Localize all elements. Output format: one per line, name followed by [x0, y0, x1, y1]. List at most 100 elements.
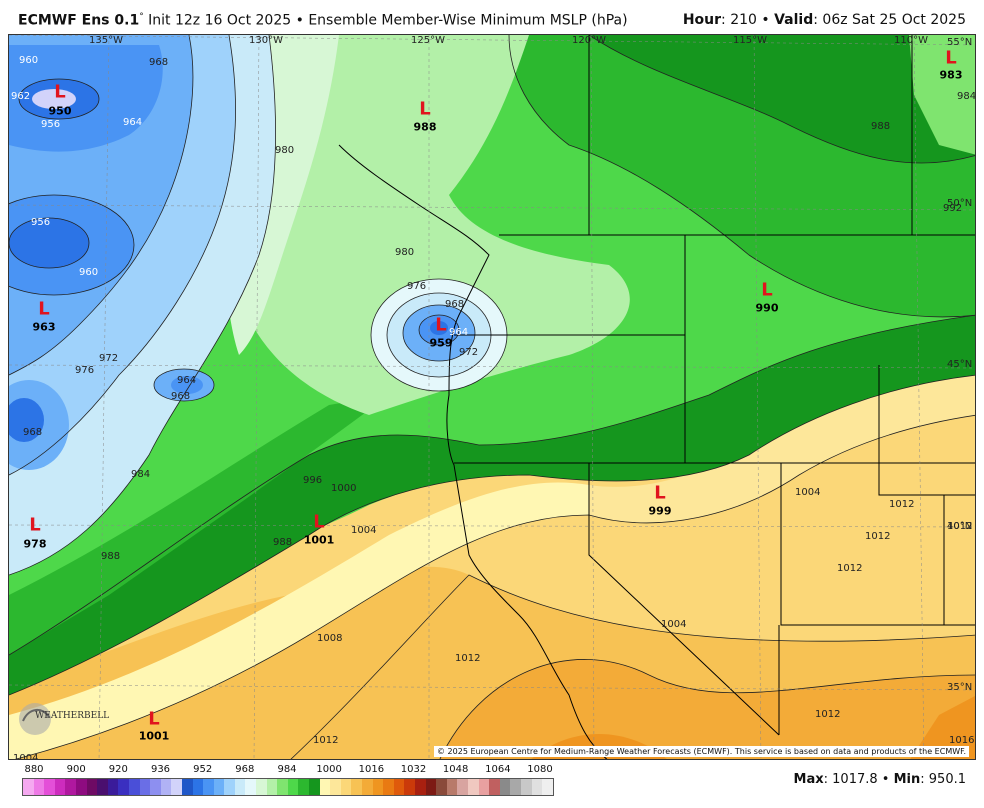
colorbar-swatch [287, 779, 299, 795]
colorbar-swatch [383, 779, 394, 795]
lat-label: 40°N [947, 521, 973, 532]
colorbar-swatch [478, 779, 490, 795]
lon-label: 130°W [249, 35, 283, 46]
lon-label: 120°W [572, 35, 606, 46]
colorbar-swatch [362, 779, 373, 795]
colorbar-swatch [277, 779, 288, 795]
isobar-label: 1016 [949, 735, 975, 746]
colorbar-swatch [330, 779, 341, 795]
isobar-label: 968 [445, 299, 465, 310]
low-marker: L [435, 314, 447, 336]
isobar-label: 1012 [865, 531, 891, 542]
isobar-label: 980 [395, 247, 415, 258]
isobar-label: 1012 [815, 709, 841, 720]
lon-label: 135°W [89, 35, 123, 46]
isobar-label: 960 [19, 55, 39, 66]
colorbar-swatch [128, 779, 140, 795]
low-value: 1001 [303, 533, 335, 547]
colorbar-swatch [213, 779, 225, 795]
colorbar-swatch [542, 779, 553, 795]
isobar-label: 984 [957, 91, 976, 102]
colorbar-swatch [65, 779, 76, 795]
lat-label: 50°N [947, 198, 973, 209]
colorbar-swatch [393, 779, 405, 795]
colorbar-swatch [33, 779, 45, 795]
min-label: Min [893, 772, 921, 787]
isobar-label: 972 [99, 353, 119, 364]
colorbar-tick-label: 936 [150, 764, 171, 775]
colorbar-swatch [309, 779, 320, 795]
colorbar-swatch [510, 779, 521, 795]
min-value: 950.1 [928, 772, 966, 787]
colorbar-swatch [489, 779, 500, 795]
colorbar-tick-label: 1064 [485, 764, 511, 775]
colorbar-swatches [22, 778, 554, 796]
colorbar-swatch [118, 779, 129, 795]
max-value: 1017.8 [832, 772, 878, 787]
colorbar-tick-label: 952 [193, 764, 213, 775]
low-marker: L [654, 482, 666, 504]
product-name: Ensemble Member-Wise Minimum MSLP (hPa) [308, 12, 628, 29]
colorbar-swatch [425, 779, 437, 795]
colorbar-swatch [192, 779, 204, 795]
low-value: 999 [648, 504, 672, 518]
low-value: 950 [48, 104, 72, 118]
low-value: 988 [413, 120, 437, 134]
valid-value: 06z Sat 25 Oct 2025 [822, 12, 966, 28]
colorbar-swatch [160, 779, 172, 795]
colorbar-tick-label: 920 [108, 764, 128, 775]
colorbar-swatch [44, 779, 55, 795]
model-name: ECMWF Ens 0.1 [18, 12, 140, 29]
low-marker: L [29, 514, 41, 536]
isobar-label: 976 [407, 281, 427, 292]
isobar-label: 1004 [13, 753, 39, 760]
isobar-label: 964 [177, 375, 197, 386]
colorbar-swatch [266, 779, 278, 795]
colorbar-swatch [181, 779, 193, 795]
colorbar-tick-label: 984 [277, 764, 297, 775]
lat-label: 55°N [947, 37, 973, 48]
copyright-notice: © 2025 European Centre for Medium-Range … [434, 746, 969, 757]
colorbar-swatch [340, 779, 352, 795]
low-value: 983 [939, 68, 963, 82]
lon-label: 115°W [733, 35, 767, 46]
valid-time: Hour: 210 • Valid: 06z Sat 25 Oct 2025 [682, 12, 966, 28]
colorbar-swatch [531, 779, 543, 795]
isobar-label: 1004 [351, 525, 377, 536]
low-marker: L [313, 511, 325, 533]
isobar-label: 984 [131, 469, 151, 480]
colorbar-tick-label: 1016 [358, 764, 385, 775]
max-label: Max [793, 772, 824, 787]
hour-value: 210 [730, 12, 757, 28]
valid-label: Valid [774, 12, 814, 28]
lon-label: 125°W [411, 35, 445, 46]
low-value: 978 [23, 537, 47, 551]
lat-label: 45°N [947, 359, 973, 370]
isobar-label: 996 [303, 475, 323, 486]
colorbar-swatch [203, 779, 214, 795]
colorbar-tick-label: 1000 [316, 764, 342, 775]
colorbar-swatch [499, 779, 511, 795]
stats: Max: 1017.8 • Min: 950.1 [793, 772, 966, 787]
bullet: • [295, 12, 304, 29]
isobar-label: 964 [123, 117, 143, 128]
colorbar-swatch [150, 779, 161, 795]
isobar-label: 1012 [889, 499, 915, 510]
low-value: 990 [755, 301, 779, 315]
isobar-label: 980 [275, 145, 295, 156]
low-marker: L [419, 98, 431, 120]
colorbar-swatch [234, 779, 246, 795]
isobar-label: 1000 [331, 483, 357, 494]
colorbar-swatch [467, 779, 479, 795]
isobar-label: 960 [79, 267, 99, 278]
isobar-label: 1012 [313, 735, 339, 746]
low-marker: L [38, 298, 50, 320]
colorbar-swatch [414, 779, 426, 795]
colorbar-swatch [139, 779, 151, 795]
low-marker: L [945, 47, 957, 69]
isobar-label: 962 [11, 91, 31, 102]
colorbar-ticks: 880 900 920 936 952 968 984 1000 1016 1032 1048 106… [8, 764, 708, 778]
isobar-label: 1008 [317, 633, 343, 644]
colorbar-tick-label: 1032 [400, 764, 427, 775]
bullet: • [761, 12, 770, 28]
